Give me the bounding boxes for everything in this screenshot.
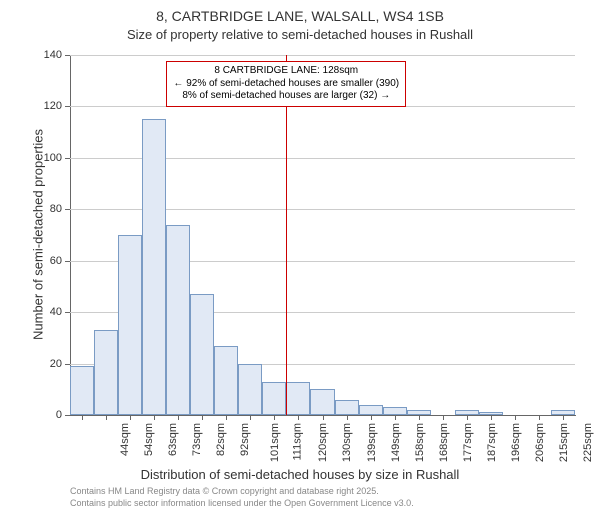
x-tick <box>202 415 203 420</box>
x-tick <box>154 415 155 420</box>
histogram-bar <box>359 405 383 415</box>
x-tick <box>443 415 444 420</box>
x-tick-label: 63sqm <box>167 423 179 456</box>
y-tick <box>65 415 70 416</box>
histogram-bar <box>142 119 166 415</box>
footnote-line-2: Contains public sector information licen… <box>70 497 414 509</box>
y-tick-label: 20 <box>30 358 62 370</box>
x-tick-label: 139sqm <box>366 423 378 462</box>
y-tick <box>65 106 70 107</box>
callout-line: 8% of semi-detached houses are larger (3… <box>173 90 399 103</box>
x-tick <box>539 415 540 420</box>
x-tick-label: 215sqm <box>558 423 570 462</box>
y-gridline <box>70 106 575 107</box>
y-tick <box>65 312 70 313</box>
x-tick <box>106 415 107 420</box>
y-tick-label: 120 <box>30 100 62 112</box>
y-tick <box>65 55 70 56</box>
x-tick-label: 44sqm <box>119 423 131 456</box>
x-tick-label: 225sqm <box>582 423 594 462</box>
histogram-bar <box>70 366 94 415</box>
y-axis-label: Number of semi-detached properties <box>31 85 46 385</box>
x-tick <box>395 415 396 420</box>
y-tick <box>65 158 70 159</box>
x-tick <box>226 415 227 420</box>
x-tick <box>563 415 564 420</box>
callout-line: ← 92% of semi-detached houses are smalle… <box>173 78 399 91</box>
x-tick <box>323 415 324 420</box>
x-tick-label: 196sqm <box>510 423 522 462</box>
chart-title-sub: Size of property relative to semi-detach… <box>0 27 600 42</box>
y-tick <box>65 364 70 365</box>
histogram-bar <box>118 235 142 415</box>
histogram-bar <box>335 400 359 415</box>
chart-container: 8, CARTBRIDGE LANE, WALSALL, WS4 1SB Siz… <box>0 0 600 500</box>
x-tick <box>419 415 420 420</box>
x-tick <box>298 415 299 420</box>
x-tick-label: 54sqm <box>143 423 155 456</box>
histogram-bar <box>166 225 190 415</box>
y-tick-label: 80 <box>30 203 62 215</box>
x-tick <box>491 415 492 420</box>
callout-line: 8 CARTBRIDGE LANE: 128sqm <box>173 65 399 78</box>
x-tick <box>250 415 251 420</box>
y-tick-label: 60 <box>30 255 62 267</box>
histogram-bar <box>214 346 238 415</box>
histogram-bar <box>286 382 310 415</box>
x-tick-label: 206sqm <box>534 423 546 462</box>
x-tick-label: 101sqm <box>269 423 281 462</box>
histogram-bar <box>310 389 334 415</box>
x-tick-label: 82sqm <box>215 423 227 456</box>
x-tick <box>371 415 372 420</box>
chart-title-main: 8, CARTBRIDGE LANE, WALSALL, WS4 1SB <box>0 8 600 24</box>
x-tick <box>178 415 179 420</box>
x-tick <box>515 415 516 420</box>
x-tick-label: 187sqm <box>486 423 498 462</box>
reference-line <box>286 55 287 415</box>
histogram-bar <box>94 330 118 415</box>
x-tick-label: 149sqm <box>390 423 402 462</box>
x-tick <box>82 415 83 420</box>
histogram-bar <box>190 294 214 415</box>
x-tick-label: 111sqm <box>292 423 304 461</box>
histogram-bar <box>262 382 286 415</box>
x-tick-label: 168sqm <box>438 423 450 462</box>
y-tick-label: 100 <box>30 152 62 164</box>
histogram-bar <box>238 364 262 415</box>
callout-box: 8 CARTBRIDGE LANE: 128sqm← 92% of semi-d… <box>166 61 406 107</box>
y-tick <box>65 209 70 210</box>
y-gridline <box>70 55 575 56</box>
x-tick-label: 130sqm <box>342 423 354 462</box>
x-tick <box>347 415 348 420</box>
x-tick <box>274 415 275 420</box>
x-tick <box>130 415 131 420</box>
x-tick-label: 177sqm <box>462 423 474 462</box>
footnote: Contains HM Land Registry data © Crown c… <box>70 485 414 509</box>
x-tick-label: 92sqm <box>239 423 251 456</box>
x-tick-label: 73sqm <box>191 423 203 456</box>
footnote-line-1: Contains HM Land Registry data © Crown c… <box>70 485 414 497</box>
y-tick-label: 140 <box>30 49 62 61</box>
x-tick-label: 120sqm <box>318 423 330 462</box>
y-tick-label: 0 <box>30 409 62 421</box>
x-axis-label: Distribution of semi-detached houses by … <box>0 467 600 482</box>
histogram-bar <box>383 407 407 415</box>
y-tick <box>65 261 70 262</box>
x-tick-label: 158sqm <box>414 423 426 462</box>
x-tick <box>467 415 468 420</box>
y-tick-label: 40 <box>30 306 62 318</box>
